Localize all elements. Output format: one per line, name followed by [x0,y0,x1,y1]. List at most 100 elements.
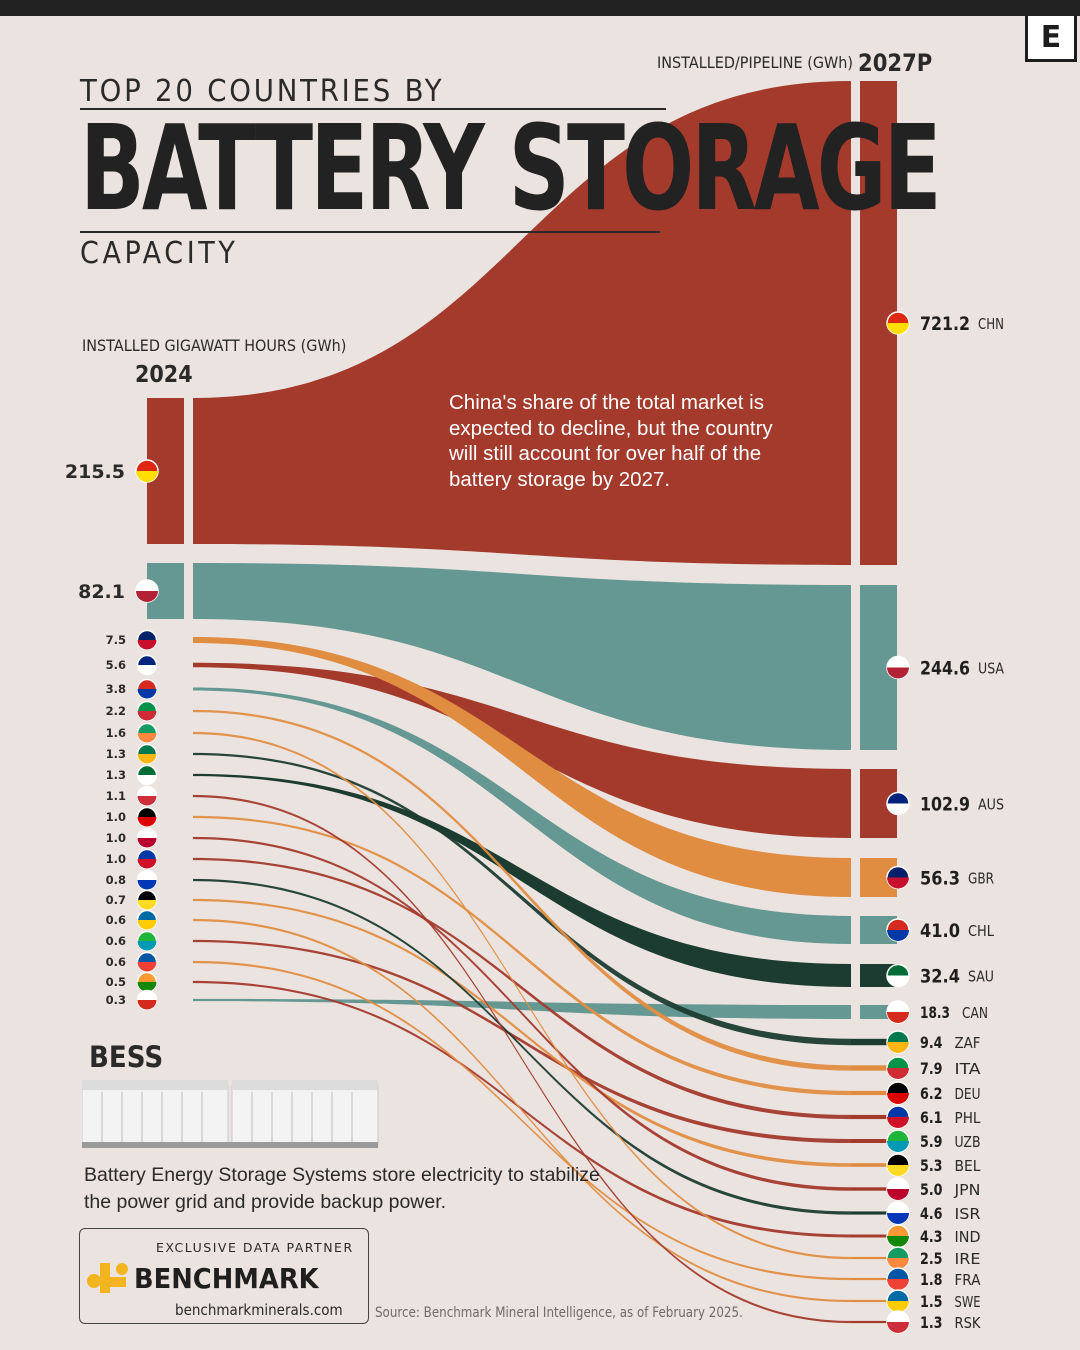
partner-label: EXCLUSIVE DATA PARTNER [156,1240,354,1255]
code-2027-usa: USA [978,660,1005,678]
left-year: 2024 [135,362,193,388]
value-2024-jpn: 1.0 [106,831,126,845]
flow-chn [193,81,851,565]
value-2027-zaf: 9.4 [920,1033,943,1052]
flag-right-chl-detail [887,930,909,941]
flag-left-chl-detail [137,689,157,699]
flow-isr [193,878,851,1215]
bar-2027-bel [851,1163,897,1167]
flag-right-deu-detail [887,1093,909,1104]
value-2024-ind: 0.5 [106,975,126,989]
bar-2027-deu [851,1090,897,1096]
flow-jpn [193,836,851,1191]
value-2024-isr: 0.8 [106,873,126,887]
left-axis-label: INSTALLED GIGAWATT HOURS (GWh) [82,336,347,355]
value-2024-deu: 1.0 [106,810,126,824]
bar-2027-swe [851,1299,897,1303]
flag-left-bel-detail [137,900,157,910]
flag-left-can-detail [137,1000,157,1010]
flow-swe [193,918,851,1303]
flow-uzb [193,939,851,1144]
source-note: Source: Benchmark Mineral Intelligence, … [375,1305,743,1321]
value-2024-gbr: 7.5 [106,633,126,647]
value-2027-rsk: 1.3 [920,1313,943,1332]
flag-left-ind-detail [137,982,157,992]
flag-right-ire-detail [887,1258,909,1269]
bess-title: BESS [89,1040,164,1074]
bess-description: Battery Energy Storage Systems store ele… [84,1164,600,1213]
flag-right-chn-detail [887,323,909,334]
value-2027-chl: 41.0 [920,920,960,942]
flow-bel [193,898,851,1167]
flag-right-rsk-detail [887,1322,909,1333]
value-2027-uzb: 5.9 [920,1132,943,1151]
value-2024-ita: 2.2 [106,704,126,718]
title-top: TOP 20 COUNTRIES BY [80,74,445,109]
value-2024-chn: 215.5 [65,461,125,483]
flag-left-swe-detail [137,920,157,930]
value-2027-jpn: 5.0 [920,1180,943,1199]
code-2027-aus: AUS [978,796,1004,814]
bar-2027-rsk [851,1320,897,1324]
flag-left-sau-detail [137,775,157,785]
value-2024-bel: 0.7 [106,893,126,907]
code-2027-zaf: ZAF [955,1034,981,1052]
flow-ind [193,980,851,1238]
bar-2027-isr [851,1211,897,1215]
flow-zaf [193,752,851,1046]
bar-2027-jpn [851,1187,897,1191]
value-2027-chn: 721.2 [920,313,970,335]
flag-right-usa-detail [887,667,909,679]
flag-left-phl-detail [137,859,157,869]
bar-2027-zaf [851,1038,897,1046]
code-2027-ind: IND [955,1228,981,1246]
value-2027-ind: 4.3 [920,1227,943,1246]
flow-chl [193,687,851,944]
flag-left-gbr-detail [137,640,157,650]
flag-left-chn-detail [136,471,158,482]
title-bottom: CAPACITY [80,236,239,271]
code-2027-can: CAN [962,1004,988,1022]
flag-left-ita-detail [137,711,157,721]
code-2027-chl: CHL [968,922,995,940]
flag-right-phl-detail [887,1117,909,1128]
value-2027-usa: 244.6 [920,658,970,680]
flag-right-ind-detail [887,1236,909,1247]
code-2027-phl: PHL [955,1109,982,1127]
data-partner-box[interactable]: EXCLUSIVE DATA PARTNER BENCHMARK benchma… [79,1228,369,1324]
flag-right-can-detail [887,1012,909,1023]
flag-right-ita-detail [887,1068,909,1079]
right-axis-label: INSTALLED/PIPELINE (GWh) [657,53,853,72]
bar-2027-ita [851,1065,897,1071]
value-2024-chl: 3.8 [106,682,126,696]
flag-left-uzb-detail [137,941,157,951]
flag-right-isr-detail [887,1213,909,1224]
value-2024-uzb: 0.6 [106,934,126,948]
value-2027-bel: 5.3 [920,1156,943,1175]
bess-container-image [82,1080,379,1148]
flag-left-deu-detail [137,817,157,827]
value-2024-sau: 1.3 [106,768,126,782]
value-2027-swe: 1.5 [920,1292,943,1311]
bar-2027-fra [851,1277,897,1281]
value-2024-can: 0.3 [106,993,126,1007]
value-2024-zaf: 1.3 [106,747,126,761]
bar-2027-ire [851,1256,897,1260]
flow-usa [193,563,851,750]
publisher-logo[interactable]: E [1025,16,1077,62]
flow-ire [193,731,851,1260]
partner-url[interactable]: benchmarkminerals.com [175,1301,343,1319]
flag-left-rsk-detail [137,796,157,806]
top-bar [0,0,1080,16]
flag-left-isr-detail [137,880,157,890]
flag-left-aus-detail [137,665,157,675]
benchmark-logo-icon [87,1263,128,1293]
flag-right-swe-detail [887,1301,909,1312]
flag-right-gbr-detail [887,877,909,889]
code-2027-rsk: RSK [955,1314,982,1332]
flow-deu [193,815,851,1096]
code-2027-swe: SWE [955,1293,981,1311]
value-2024-usa: 82.1 [78,581,125,603]
code-2027-deu: DEU [955,1085,981,1103]
flag-right-aus-detail [887,803,909,815]
